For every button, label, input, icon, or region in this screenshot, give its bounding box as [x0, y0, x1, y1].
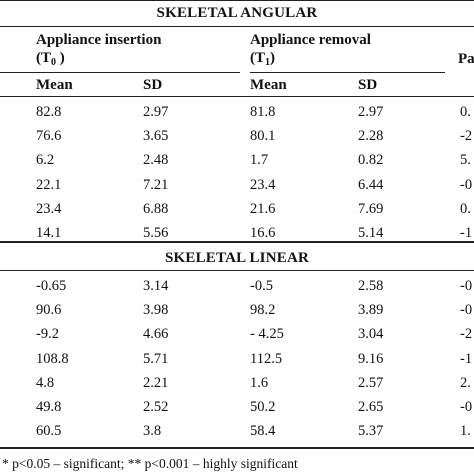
cell-pa: -0: [460, 302, 473, 319]
cell-pa: 2.: [460, 374, 471, 391]
cell-sd-removal: 2.97: [358, 104, 384, 120]
cell-sd-insertion: 4.66: [143, 326, 169, 343]
cell-mean-insertion: 60.5: [36, 423, 62, 440]
cell-mean-removal: 80.1: [250, 128, 276, 145]
header-t0-close: ): [56, 50, 65, 66]
cell-mean-removal: 50.2: [250, 399, 276, 415]
cell-sd-removal: 3.04: [358, 326, 384, 343]
cell-pa: -0: [460, 278, 473, 294]
cell-sd-insertion: 3.65: [143, 128, 169, 145]
cell-mean-removal: 1.7: [250, 152, 269, 169]
cell-mean-insertion: 23.4: [36, 200, 62, 217]
cell-sd-removal: 2.28: [358, 128, 384, 145]
header-pa: Pa: [458, 51, 474, 67]
cell-sd-insertion: 3.8: [143, 423, 162, 440]
cell-sd-removal: 0.82: [358, 152, 384, 169]
cell-pa: -1: [460, 225, 473, 241]
cell-mean-insertion: -0.65: [36, 278, 67, 294]
cell-mean-removal: 98.2: [250, 302, 276, 319]
cell-mean-removal: - 4.25: [250, 326, 284, 343]
cell-sd-removal: 5.37: [358, 423, 384, 440]
cell-sd-removal: 6.44: [358, 176, 384, 193]
cell-sd-insertion: 2.21: [143, 374, 169, 391]
cell-mean-insertion: 90.6: [36, 302, 62, 319]
insertion-group-rule: [0, 72, 240, 73]
cell-pa: -0: [460, 176, 473, 193]
cell-mean-removal: 58.4: [250, 423, 276, 440]
cell-sd-insertion: 3.14: [143, 278, 169, 294]
column-header-rule: [0, 96, 474, 97]
cell-pa: 0.: [460, 104, 471, 120]
cell-mean-removal: 23.4: [250, 176, 276, 193]
header-mean-removal: Mean: [250, 77, 287, 93]
header-mean-insertion: Mean: [36, 77, 73, 93]
header-t1: (T1): [250, 51, 275, 68]
cell-sd-removal: 2.57: [358, 374, 384, 391]
cell-sd-removal: 5.14: [358, 225, 384, 241]
header-t1-sub: 1: [265, 57, 270, 68]
cell-mean-insertion: 22.1: [36, 176, 62, 193]
cell-sd-removal: 2.58: [358, 278, 384, 294]
section-title-linear: SKELETAL LINEAR: [164, 250, 310, 266]
cell-sd-removal: 9.16: [358, 350, 384, 367]
cell-mean-removal: 81.8: [250, 104, 276, 120]
cell-mean-removal: 112.5: [250, 350, 283, 367]
cell-mean-removal: 21.6: [250, 200, 276, 217]
cell-pa: -1: [460, 350, 473, 367]
cell-sd-removal: 2.65: [358, 399, 384, 415]
cell-mean-removal: -0.5: [250, 278, 273, 294]
header-t0: (T0 ): [36, 51, 65, 68]
cell-pa: -2: [460, 128, 473, 145]
cell-sd-insertion: 5.56: [143, 225, 169, 241]
cell-sd-insertion: 5.71: [143, 350, 169, 367]
linear-title-rule: [0, 270, 474, 271]
cell-pa: 5.: [460, 152, 471, 169]
cell-sd-removal: 7.69: [358, 200, 384, 217]
cell-mean-insertion: 14.1: [36, 225, 62, 241]
table-bottom-rule: [0, 447, 474, 449]
header-t1-open: (T: [250, 50, 265, 66]
cell-sd-insertion: 3.98: [143, 302, 169, 319]
removal-group-rule: [250, 72, 445, 73]
cell-sd-insertion: 7.21: [143, 176, 169, 193]
cell-pa: 0.: [460, 200, 471, 217]
cell-sd-insertion: 2.97: [143, 104, 169, 120]
table-top-rule: [0, 0, 474, 1]
header-t0-sub: 0: [51, 57, 56, 68]
header-appliance-removal: Appliance removal: [250, 32, 371, 48]
header-appliance-insertion: Appliance insertion: [36, 32, 162, 48]
cell-mean-insertion: 82.8: [36, 104, 62, 120]
footnote: * p<0.05 – significant; ** p<0.001 – hig…: [2, 456, 298, 471]
cell-mean-insertion: 108.8: [36, 350, 69, 367]
cell-sd-removal: 3.89: [358, 302, 384, 319]
header-t1-close: ): [270, 50, 275, 66]
cell-mean-insertion: 4.8: [36, 374, 55, 391]
cell-mean-insertion: -9.2: [36, 326, 59, 343]
cell-pa: -0: [460, 399, 473, 415]
section-title-rule: [0, 26, 474, 27]
cell-mean-removal: 1.6: [250, 374, 269, 391]
cell-mean-removal: 16.6: [250, 225, 276, 241]
cell-pa: 1.: [460, 423, 471, 440]
cell-pa: -2: [460, 326, 473, 343]
angular-bottom-rule: [0, 241, 474, 243]
cell-sd-insertion: 2.48: [143, 152, 169, 169]
header-sd-insertion: SD: [143, 77, 163, 93]
cell-mean-insertion: 6.2: [36, 152, 55, 169]
header-t0-open: (T: [36, 50, 51, 66]
cell-sd-insertion: 6.88: [143, 200, 169, 217]
cell-mean-insertion: 76.6: [36, 128, 62, 145]
header-sd-removal: SD: [358, 77, 378, 93]
section-title-angular: SKELETAL ANGULAR: [156, 5, 318, 21]
cell-mean-insertion: 49.8: [36, 399, 62, 415]
cell-sd-insertion: 2.52: [143, 399, 169, 415]
